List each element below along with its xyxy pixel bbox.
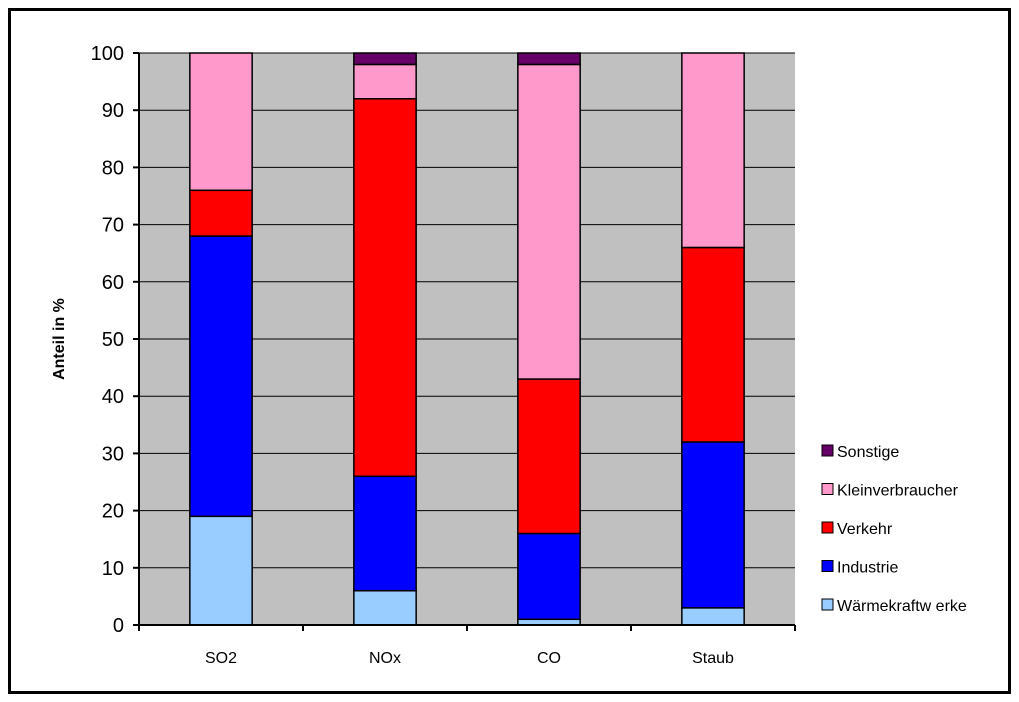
legend-label: Wärmekraftw erke — [837, 598, 967, 615]
y-tick-label: 60 — [102, 272, 124, 294]
bars — [189, 52, 745, 626]
axes — [133, 52, 796, 631]
bar-segment — [353, 63, 417, 100]
x-tick-label: Staub — [692, 650, 734, 667]
bar-segment — [517, 52, 581, 66]
y-tick-label: 80 — [102, 157, 124, 179]
x-tick-label: NOx — [369, 650, 401, 667]
legend: Sonstige Kleinverbraucher Verkehr Industrie… — [821, 444, 967, 615]
x-tick-labels: SO2 NOx CO Staub — [205, 650, 734, 667]
bar-segment — [681, 441, 745, 609]
y-tick-label: 20 — [102, 501, 124, 523]
bar-segment — [189, 515, 253, 626]
legend-label: Industrie — [837, 560, 898, 577]
bar-segment — [353, 475, 417, 592]
y-tick-label: 30 — [102, 443, 124, 465]
x-tick-label: CO — [537, 650, 561, 667]
bar-segment — [517, 63, 581, 380]
y-tick-label: 0 — [113, 615, 124, 637]
bar-segment — [189, 235, 253, 518]
y-tick-labels: 0 10 20 30 40 50 60 70 80 90 100 — [91, 43, 124, 637]
y-tick-label: 40 — [102, 386, 124, 408]
bar-segment — [353, 589, 417, 626]
legend-label: Verkehr — [837, 521, 893, 538]
y-tick-label: 100 — [91, 43, 124, 65]
y-axis-title: Anteil in % — [51, 298, 68, 380]
bar-segment — [681, 607, 745, 626]
legend-label: Sonstige — [837, 444, 899, 461]
x-tick-label: SO2 — [205, 650, 237, 667]
y-tick-label: 70 — [102, 215, 124, 237]
bar-segment — [517, 532, 581, 621]
legend-label: Kleinverbraucher — [837, 483, 959, 500]
legend-swatch — [821, 483, 834, 495]
bar-segment — [681, 246, 745, 443]
y-tick-label: 10 — [102, 558, 124, 580]
bar-segment — [189, 52, 253, 192]
bar-segment — [189, 189, 253, 237]
bar-segment — [517, 378, 581, 535]
bar-segment — [353, 52, 417, 66]
legend-swatch — [821, 598, 834, 611]
legend-swatch — [821, 560, 834, 572]
bar-segment — [681, 52, 745, 249]
legend-swatch — [821, 521, 834, 534]
y-tick-label: 50 — [102, 329, 124, 351]
y-tick-label: 90 — [102, 100, 124, 122]
legend-swatch — [821, 444, 834, 457]
bar-segment — [353, 98, 417, 478]
